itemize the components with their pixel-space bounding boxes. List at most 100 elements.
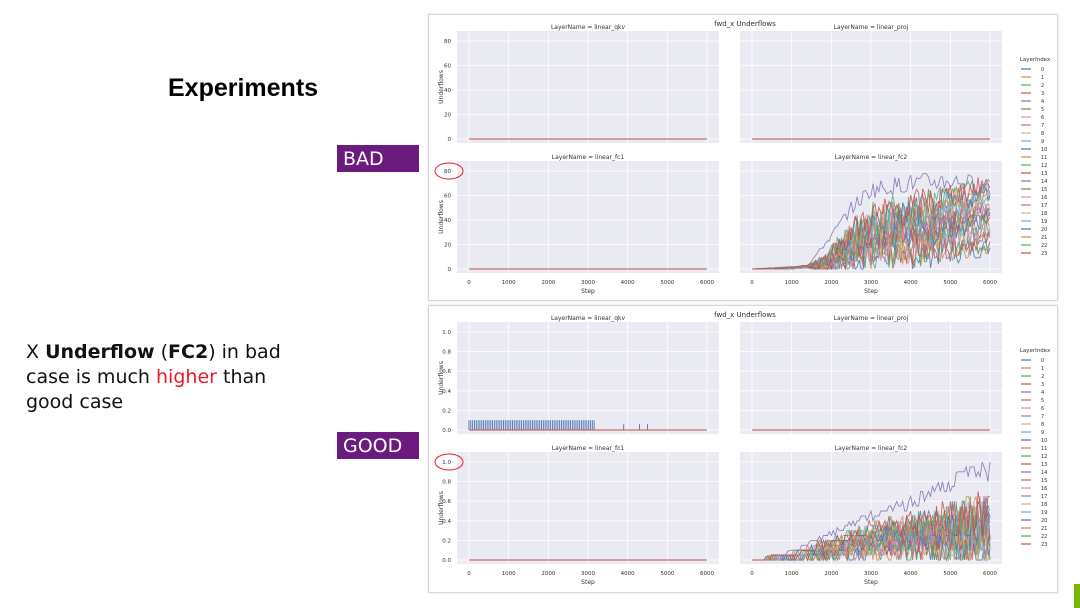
legend-label-7: 7 [1041, 123, 1044, 129]
panel-1 [740, 322, 1002, 434]
bad-figure: fwd_x Underflows 0 20 40 60 80 LayerName = lin… [428, 14, 1058, 301]
y-tick-label: 80 [444, 39, 451, 45]
x-tick-label: 4000 [621, 571, 635, 577]
legend-label-16: 16 [1041, 486, 1047, 492]
legend-label-7: 7 [1041, 414, 1044, 420]
legend-title: LayerIndex [1020, 57, 1051, 63]
x-tick-label: 4000 [621, 280, 635, 286]
legend-label-21: 21 [1041, 235, 1047, 241]
x-tick-label: 5000 [943, 280, 957, 286]
legend-label-3: 3 [1041, 382, 1044, 388]
y-tick-label: 0 [448, 267, 452, 273]
note-highlight: higher [156, 366, 217, 388]
legend-label-23: 23 [1041, 542, 1047, 548]
panel-title: LayerName = linear_fc1 [552, 445, 625, 452]
legend-label-11: 11 [1041, 155, 1047, 161]
legend-label-9: 9 [1041, 139, 1044, 145]
legend-label-18: 18 [1041, 502, 1047, 508]
legend-label-13: 13 [1041, 462, 1047, 468]
legend-label-3: 3 [1041, 91, 1044, 97]
y-tick-label: 40 [444, 218, 451, 224]
x-tick-label: 0 [467, 280, 471, 286]
y-tick-label: 20 [444, 243, 451, 249]
panel-3 [740, 161, 1002, 273]
legend-label-0: 0 [1041, 67, 1044, 73]
legend-label-19: 19 [1041, 219, 1047, 225]
panel-title: LayerName = linear_fc1 [552, 154, 625, 161]
finding-note: X Underflow (FC2) in bad case is much hi… [26, 340, 286, 415]
legend-label-21: 21 [1041, 526, 1047, 532]
y-tick-label: 0.4 [442, 519, 451, 525]
x-tick-label: 6000 [983, 280, 997, 286]
legend-label-12: 12 [1041, 163, 1047, 169]
suptitle: fwd_x Underflows [714, 20, 776, 28]
x-tick-label: 6000 [700, 571, 714, 577]
y-tick-label: 60 [444, 194, 451, 200]
legend-label-2: 2 [1041, 374, 1044, 380]
legend-label-8: 8 [1041, 131, 1044, 137]
legend-label-17: 17 [1041, 203, 1047, 209]
legend-label-1: 1 [1041, 75, 1044, 81]
legend-label-5: 5 [1041, 398, 1044, 404]
panel-title: LayerName = linear_fc2 [835, 445, 908, 452]
panel-title: LayerName = linear_fc2 [835, 154, 908, 161]
x-tick-label: 1000 [502, 571, 516, 577]
y-tick-label: 20 [444, 113, 451, 119]
good-figure: fwd_x Underflows 0.0 0.2 0.4 0.6 0.8 1.0 LayerN… [428, 305, 1058, 593]
legend-label-12: 12 [1041, 454, 1047, 460]
note-mid1: ( [154, 341, 169, 363]
x-tick-label: 4000 [904, 571, 918, 577]
x-tick-label: 6000 [700, 280, 714, 286]
note-mid2: ) in bad case is much [26, 341, 281, 388]
series-line-4 [752, 461, 991, 561]
legend-label-18: 18 [1041, 211, 1047, 217]
x-axis-label-right: Step [864, 579, 878, 586]
x-axis-label-left: Step [581, 579, 595, 586]
legend-label-5: 5 [1041, 107, 1044, 113]
panel-0 [457, 322, 719, 434]
x-tick-label: 3000 [581, 571, 595, 577]
legend-label-4: 4 [1041, 99, 1044, 105]
legend-label-10: 10 [1041, 147, 1047, 153]
panel-2 [457, 452, 719, 564]
legend-label-15: 15 [1041, 187, 1047, 193]
legend-label-20: 20 [1041, 518, 1047, 524]
legend-label-4: 4 [1041, 390, 1044, 396]
good-chart: fwd_x Underflows 0.0 0.2 0.4 0.6 0.8 1.0 LayerN… [434, 311, 1051, 586]
legend-label-0: 0 [1041, 358, 1044, 364]
panel-2 [457, 161, 719, 273]
legend-label-11: 11 [1041, 446, 1047, 452]
y-tick-label: 0.2 [442, 408, 451, 414]
y-tick-label: 40 [444, 88, 451, 94]
x-tick-label: 4000 [904, 280, 918, 286]
suptitle: fwd_x Underflows [714, 311, 776, 319]
x-tick-label: 5000 [660, 280, 674, 286]
highlight-circle [434, 453, 464, 471]
y-tick-label: 0.8 [442, 350, 451, 356]
x-tick-label: 0 [750, 571, 754, 577]
x-tick-label: 1000 [785, 280, 799, 286]
legend-label-2: 2 [1041, 83, 1044, 89]
y-axis-label-bottom: Underflows [438, 200, 445, 234]
legend-label-20: 20 [1041, 227, 1047, 233]
x-tick-label: 5000 [943, 571, 957, 577]
y-axis-label-top: Underflows [438, 70, 445, 104]
legend-label-14: 14 [1041, 179, 1047, 185]
panel-0 [457, 31, 719, 143]
panel-3 [740, 452, 1002, 564]
y-tick-label: 60 [444, 64, 451, 70]
x-tick-label: 0 [467, 571, 471, 577]
legend-label-17: 17 [1041, 494, 1047, 500]
legend-label-10: 10 [1041, 438, 1047, 444]
x-tick-label: 6000 [983, 571, 997, 577]
x-tick-label: 1000 [785, 571, 799, 577]
panel-1 [740, 31, 1002, 143]
legend-label-6: 6 [1041, 115, 1044, 121]
legend-label-6: 6 [1041, 406, 1044, 412]
x-tick-label: 2000 [541, 280, 555, 286]
panel-title: LayerName = linear_proj [834, 315, 909, 322]
note-suffix: than good case [26, 366, 267, 413]
legend-label-19: 19 [1041, 510, 1047, 516]
x-tick-label: 3000 [864, 280, 878, 286]
